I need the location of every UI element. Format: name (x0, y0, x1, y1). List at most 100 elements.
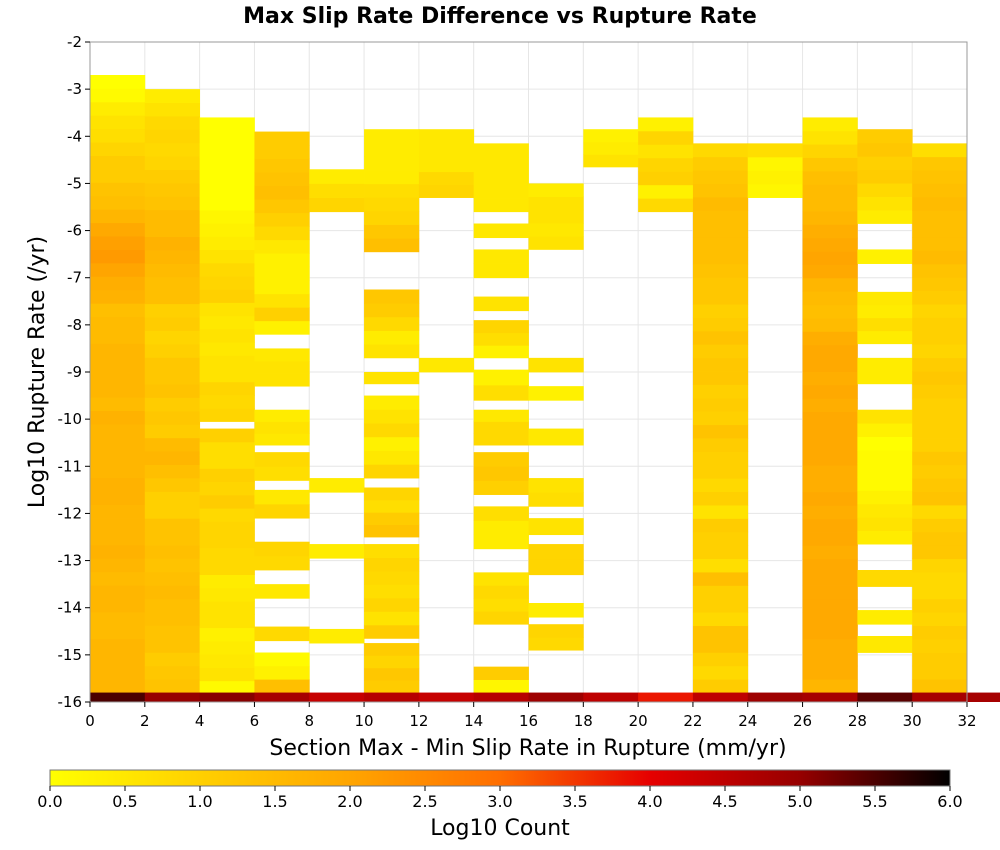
heatmap-cell-0-45 (90, 88, 146, 103)
heatmap-cell-5-35 (364, 142, 420, 157)
heatmap-cell-13-35 (802, 224, 858, 239)
heatmap-cell-15-11 (912, 545, 968, 560)
heatmap-cell-5-33 (364, 170, 420, 185)
x-tick-label-8: 16 (519, 712, 538, 730)
heatmap-cell-1-22 (144, 397, 201, 412)
heatmap-cell-4-3 (309, 478, 365, 493)
heatmap-cell-8-12 (528, 236, 584, 250)
heatmap-cell-11-8 (692, 585, 749, 600)
heatmap-cell-15-21 (912, 411, 968, 426)
heatmap-cell-2-18 (199, 455, 255, 469)
heatmap-cell-15-9 (912, 572, 968, 586)
heatmap-cell-2-2 (199, 667, 255, 682)
heatmap-cell-5-17 (364, 450, 420, 465)
heatmap-cell-10-4 (638, 157, 694, 172)
y-tick-label-1: -3 (67, 80, 82, 98)
heatmap-cell-5-30 (364, 210, 420, 225)
heatmap-cell-5-13 (364, 512, 420, 526)
heatmap-cell-5-23 (364, 344, 420, 359)
heatmap-cell-3-30 (254, 158, 310, 173)
heatmap-cell-13-39 (802, 170, 858, 185)
heatmap-cell-2-41 (199, 143, 255, 158)
heatmap-cell-13-26 (802, 344, 858, 359)
heatmap-cell-2-13 (199, 521, 255, 536)
x-tick-label-4: 8 (304, 712, 314, 730)
heatmap-cell-15-35 (912, 223, 968, 238)
heatmap-cell-8-10 (528, 386, 584, 401)
heatmap-cell-7-5 (473, 585, 529, 599)
heatmap-cell-3-12 (254, 433, 310, 446)
heatmap-cell-7-8 (473, 520, 529, 536)
heatmap-cell-2-42 (199, 130, 255, 145)
heatmap-cell-0-39 (90, 168, 146, 183)
heatmap-cell-1-16 (144, 478, 201, 492)
heatmap-cell-1-33 (144, 250, 201, 264)
heatmap-cell-15-8 (912, 585, 968, 600)
heatmap-cell-1-11 (144, 545, 201, 559)
heatmap-cell-0-27 (90, 330, 146, 344)
x-tick-label-10: 20 (629, 712, 648, 730)
heatmap-cell-6-6 (418, 129, 475, 147)
heatmap-cell-14-2 (857, 610, 913, 625)
heatmap-cell-0-35 (90, 222, 146, 237)
x-tick-label-9: 18 (574, 712, 593, 730)
heatmap-cell-11-6 (692, 612, 749, 626)
heatmap-cell-15-36 (912, 210, 968, 225)
colorbar-ticks: 0.0 0.5 1.0 1.5 2.0 2.5 3.0 3.5 4.0 4.5 5.0 5.5 6.0 (37, 786, 963, 811)
heatmap-cell-7-7 (473, 534, 529, 550)
heatmap-cell-10-5 (638, 144, 694, 159)
heatmap-cell-0-15 (90, 491, 146, 506)
heatmap-cell-3-22 (254, 266, 310, 281)
heatmap-cell-3-1 (254, 679, 310, 693)
heatmap-cell-11-11 (692, 545, 749, 560)
heatmap-cell-2-6 (199, 614, 255, 629)
heatmap-cell-10-7 (638, 117, 694, 132)
heatmap-cell-5-4 (364, 643, 420, 656)
heatmap-cell-2-35 (199, 223, 255, 237)
heatmap-cell-3-18 (254, 320, 310, 335)
heatmap-cell-15-29 (912, 304, 968, 318)
colorbar-tick-label-7: 3.5 (562, 792, 587, 811)
colorbar-tick-label-12: 6.0 (937, 792, 962, 811)
heatmap-cell-11-25 (692, 357, 749, 372)
y-tick-label-8: -10 (58, 410, 83, 428)
heatmap-cell-13-11 (802, 545, 858, 560)
heatmap-cell-14-21 (857, 210, 913, 224)
heatmap-cell-7-24 (473, 223, 529, 239)
heatmap-cell-1-39 (144, 169, 201, 184)
heatmap-cell-0-14 (90, 504, 146, 519)
heatmap-cell-15-33 (912, 250, 968, 265)
heatmap-cell-4-4 (309, 197, 365, 213)
heatmap-cell-11-22 (692, 397, 749, 412)
heatmap-cell-5-15 (364, 487, 420, 501)
y-tick-label-9: -11 (58, 457, 83, 475)
heatmap-cell-15-2 (912, 665, 968, 680)
heatmap-cell-0-13 (90, 518, 146, 532)
heatmap-cell-0-9 (90, 571, 146, 586)
heatmap-cell-1-1 (144, 679, 201, 693)
heatmap-cell-11-33 (692, 250, 749, 265)
heatmap-cell-5-3 (364, 655, 420, 669)
heatmap-cell-1-26 (144, 343, 201, 358)
heatmap-cell-8-7 (528, 492, 584, 507)
heatmap-cell-2-31 (199, 276, 255, 290)
heatmap-cell-0-22 (90, 397, 146, 412)
heatmap-bottom-cell-16 (967, 692, 1000, 702)
heatmap-cell-15-31 (912, 277, 968, 292)
heatmap-cell-13-6 (802, 612, 858, 627)
heatmap-cell-5-11 (364, 544, 420, 558)
y-tick-label-3: -5 (67, 174, 82, 192)
heatmap-cell-2-38 (199, 183, 255, 198)
heatmap-cell-15-4 (912, 638, 968, 653)
heatmap-cell-8-16 (528, 183, 584, 198)
heatmap-cell-0-41 (90, 142, 146, 156)
heatmap-cell-5-26 (364, 303, 420, 318)
x-axis-label: Section Max - Min Slip Rate in Rupture (… (269, 736, 786, 761)
heatmap-cell-13-20 (802, 425, 858, 439)
heatmap-cell-15-18 (912, 451, 968, 466)
heatmap-cell-11-1 (692, 679, 749, 693)
heatmap-cell-11-12 (692, 531, 749, 546)
heatmap-cell-3-25 (254, 226, 310, 241)
heatmap-cell-13-12 (802, 532, 858, 546)
heatmap-cell-3-28 (254, 185, 310, 200)
